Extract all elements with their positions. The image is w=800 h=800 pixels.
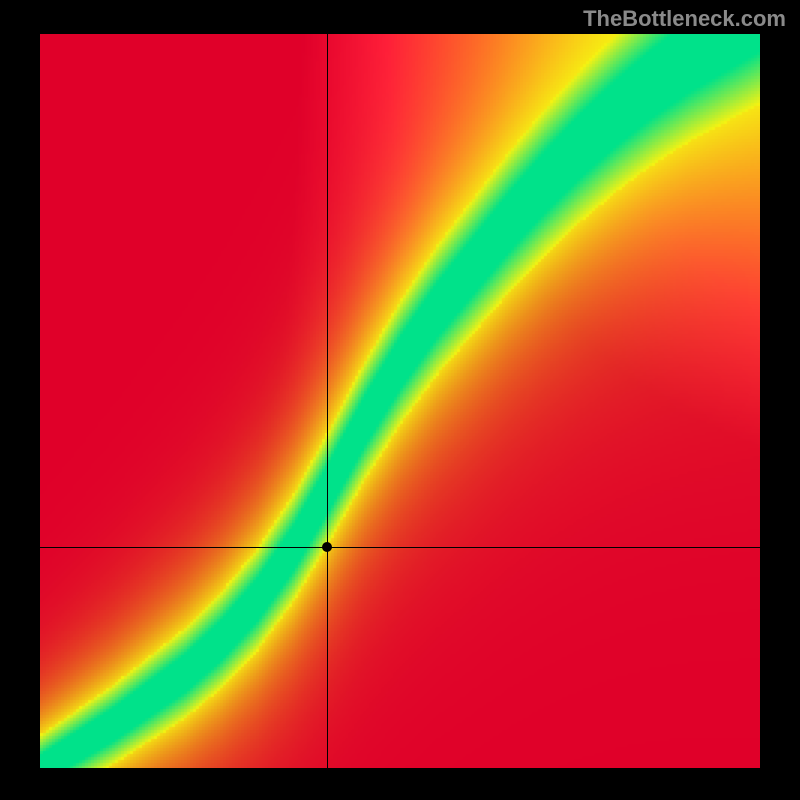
watermark-text: TheBottleneck.com — [583, 6, 786, 32]
marker-dot — [322, 542, 332, 552]
crosshair-vertical — [327, 34, 328, 768]
crosshair-horizontal — [40, 547, 760, 548]
bottleneck-heatmap — [40, 34, 760, 768]
